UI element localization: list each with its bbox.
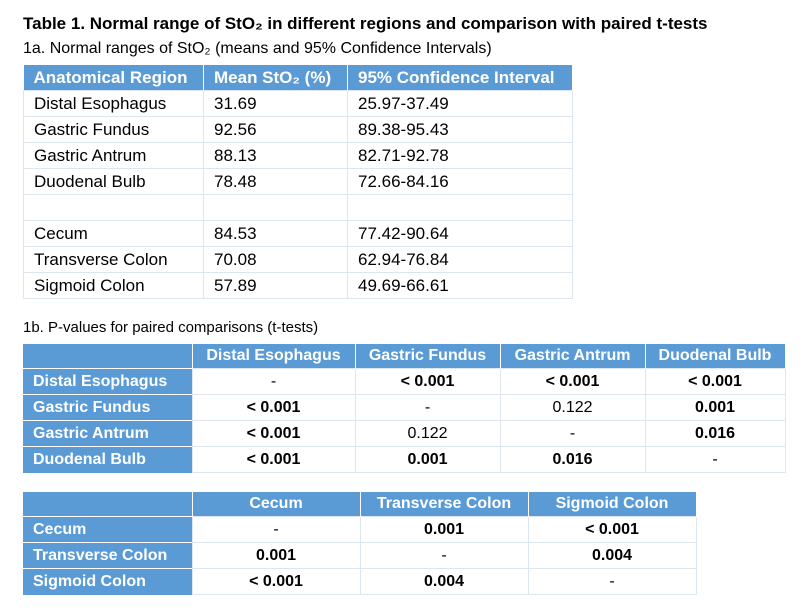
pvalue-cell: < 0.001 <box>191 446 356 473</box>
pvalue-cell: < 0.001 <box>191 394 356 421</box>
table-row: Transverse Colon 0.001 - 0.004 <box>23 542 697 569</box>
table-row: Distal Esophagus - < 0.001 < 0.001 < 0.0… <box>23 368 786 395</box>
column-header: Cecum <box>192 492 361 517</box>
table-row: Gastric Antrum < 0.001 0.122 - 0.016 <box>23 420 786 447</box>
pvalue-cell: - <box>527 568 697 595</box>
row-header: Sigmoid Colon <box>23 568 192 595</box>
column-header: 95% Confidence Interval <box>347 65 573 91</box>
ci-cell: 49.69-66.61 <box>347 272 573 299</box>
pvalue-cell: < 0.001 <box>644 368 786 395</box>
column-header: Mean StO₂ (%) <box>203 65 348 91</box>
pvalue-cell: < 0.001 <box>354 368 501 395</box>
region-cell: Transverse Colon <box>23 246 204 273</box>
region-cell <box>23 194 204 221</box>
row-header: Duodenal Bulb <box>23 446 192 473</box>
pvalue-cell: - <box>191 368 356 395</box>
pvalue-cell: - <box>644 446 786 473</box>
pvalue-cell: 0.016 <box>644 420 786 447</box>
region-cell: Cecum <box>23 220 204 247</box>
table-row: Duodenal Bulb 78.48 72.66-84.16 <box>23 168 573 195</box>
row-header: Distal Esophagus <box>23 368 192 395</box>
pvalue-cell: 0.122 <box>499 394 646 421</box>
table-row: Gastric Fundus 92.56 89.38-95.43 <box>23 116 573 143</box>
mean-cell: 31.69 <box>203 90 348 117</box>
ci-cell: 77.42-90.64 <box>347 220 573 247</box>
row-header: Gastric Fundus <box>23 394 192 421</box>
column-header: Duodenal Bulb <box>645 344 786 369</box>
mean-cell: 92.56 <box>203 116 348 143</box>
ci-cell: 82.71-92.78 <box>347 142 573 169</box>
ci-cell <box>347 194 573 221</box>
mean-cell <box>203 194 348 221</box>
pvalue-cell: - <box>354 394 501 421</box>
corner-cell <box>23 344 193 369</box>
pvalue-cell: 0.122 <box>354 420 501 447</box>
table-row: Cecum - 0.001 < 0.001 <box>23 516 697 543</box>
header-row: Cecum Transverse Colon Sigmoid Colon <box>23 492 697 517</box>
column-header: Gastric Fundus <box>355 344 501 369</box>
table-1b-caption: 1b. P-values for paired comparisons (t-t… <box>23 319 319 336</box>
ci-cell: 89.38-95.43 <box>347 116 573 143</box>
header-row: Anatomical Region Mean StO₂ (%) 95% Conf… <box>23 65 573 91</box>
normal-range-table: Anatomical Region Mean StO₂ (%) 95% Conf… <box>23 65 573 299</box>
mean-cell: 70.08 <box>203 246 348 273</box>
column-header: Distal Esophagus <box>192 344 356 369</box>
ci-cell: 72.66-84.16 <box>347 168 573 195</box>
pvalue-cell: 0.004 <box>359 568 529 595</box>
table-row: Transverse Colon 70.08 62.94-76.84 <box>23 246 573 273</box>
pvalue-cell: 0.016 <box>499 446 646 473</box>
table-row: Cecum 84.53 77.42-90.64 <box>23 220 573 247</box>
table-row: Gastric Antrum 88.13 82.71-92.78 <box>23 142 573 169</box>
row-header: Gastric Antrum <box>23 420 192 447</box>
pvalue-cell: < 0.001 <box>191 420 356 447</box>
pvalue-cell: 0.004 <box>527 542 697 569</box>
column-header: Anatomical Region <box>23 65 204 91</box>
table-1a-caption: 1a. Normal ranges of StO₂ (means and 95%… <box>23 40 492 57</box>
mean-cell: 78.48 <box>203 168 348 195</box>
pvalue-cell: - <box>499 420 646 447</box>
colon-pvalue-table: Cecum Transverse Colon Sigmoid Colon Cec… <box>23 492 697 595</box>
ci-cell: 62.94-76.84 <box>347 246 573 273</box>
column-header: Sigmoid Colon <box>528 492 697 517</box>
pvalue-cell: < 0.001 <box>191 568 361 595</box>
region-cell: Gastric Fundus <box>23 116 204 143</box>
pvalue-cell: < 0.001 <box>527 516 697 543</box>
table-row: Sigmoid Colon < 0.001 0.004 - <box>23 568 697 595</box>
table-row: Gastric Fundus < 0.001 - 0.122 0.001 <box>23 394 786 421</box>
table-row: Duodenal Bulb < 0.001 0.001 0.016 - <box>23 446 786 473</box>
pvalue-cell: 0.001 <box>644 394 786 421</box>
pvalue-cell: 0.001 <box>191 542 361 569</box>
pvalue-cell: - <box>359 542 529 569</box>
header-row: Distal Esophagus Gastric Fundus Gastric … <box>23 344 786 369</box>
region-cell: Sigmoid Colon <box>23 272 204 299</box>
corner-cell <box>23 492 193 517</box>
region-cell: Gastric Antrum <box>23 142 204 169</box>
upper-gi-pvalue-table: Distal Esophagus Gastric Fundus Gastric … <box>23 344 786 473</box>
table-row: Distal Esophagus 31.69 25.97-37.49 <box>23 90 573 117</box>
column-header: Transverse Colon <box>360 492 529 517</box>
pvalue-cell: - <box>191 516 361 543</box>
mean-cell: 88.13 <box>203 142 348 169</box>
mean-cell: 57.89 <box>203 272 348 299</box>
pvalue-cell: 0.001 <box>359 516 529 543</box>
region-cell: Duodenal Bulb <box>23 168 204 195</box>
row-header: Cecum <box>23 516 192 543</box>
table-row-empty <box>23 194 573 221</box>
ci-cell: 25.97-37.49 <box>347 90 573 117</box>
mean-cell: 84.53 <box>203 220 348 247</box>
pvalue-cell: < 0.001 <box>499 368 646 395</box>
table-title: Table 1. Normal range of StO₂ in differe… <box>23 14 708 33</box>
pvalue-cell: 0.001 <box>354 446 501 473</box>
region-cell: Distal Esophagus <box>23 90 204 117</box>
column-header: Gastric Antrum <box>500 344 646 369</box>
table-row: Sigmoid Colon 57.89 49.69-66.61 <box>23 272 573 299</box>
row-header: Transverse Colon <box>23 542 192 569</box>
